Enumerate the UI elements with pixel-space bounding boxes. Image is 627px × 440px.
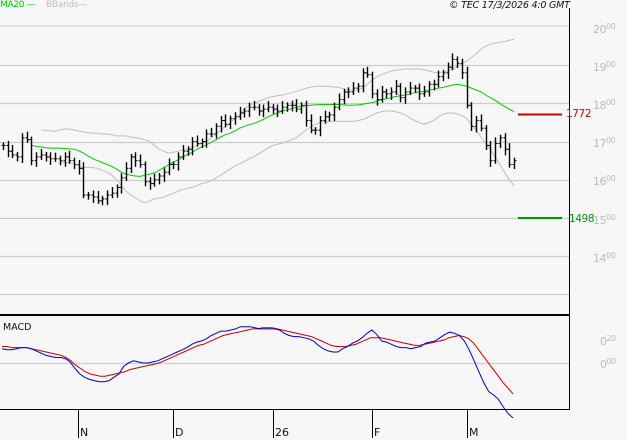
x-tick-label: M — [469, 426, 479, 439]
price-gridlines — [0, 64, 569, 296]
support-label: 1498 — [569, 213, 595, 225]
macd-lines — [1, 326, 514, 419]
macd-title: MACD — [3, 322, 32, 333]
macd-axis-label: 000 — [600, 357, 616, 372]
price-axis-label: 1400 — [593, 251, 616, 266]
x-tick-label: D — [175, 426, 184, 439]
level-lines — [518, 113, 562, 219]
bollinger-bands — [40, 38, 515, 204]
x-tick-label: 26 — [275, 426, 289, 439]
x-axis-ticks — [78, 410, 468, 438]
chart-legend: MA20 — BBands— — [0, 0, 87, 10]
resistance-label: 1772 — [566, 108, 592, 120]
price-axis-label: 1900 — [593, 60, 616, 75]
price-axis-label: 1700 — [593, 136, 616, 151]
copyright-timestamp: © TEC 17/3/2026 4:0 GMT — [449, 0, 570, 11]
macd-axis-label: 020 — [600, 334, 616, 349]
ohlc-bars — [1, 53, 517, 206]
x-tick-label: N — [80, 426, 89, 439]
legend-bbands-swatch: — — [78, 0, 87, 10]
price-axis-label: 2000 — [593, 22, 616, 37]
price-axis-label: 1500 — [593, 213, 616, 228]
x-tick-label: F — [374, 426, 381, 439]
legend-bbands: BBands — [46, 0, 79, 10]
ma20-line — [31, 83, 515, 177]
legend-ma20: MA20 — [0, 0, 25, 10]
legend-ma20-swatch: — — [24, 0, 36, 10]
price-axis-label: 1600 — [593, 174, 616, 189]
price-axis-label: 1800 — [593, 98, 616, 113]
